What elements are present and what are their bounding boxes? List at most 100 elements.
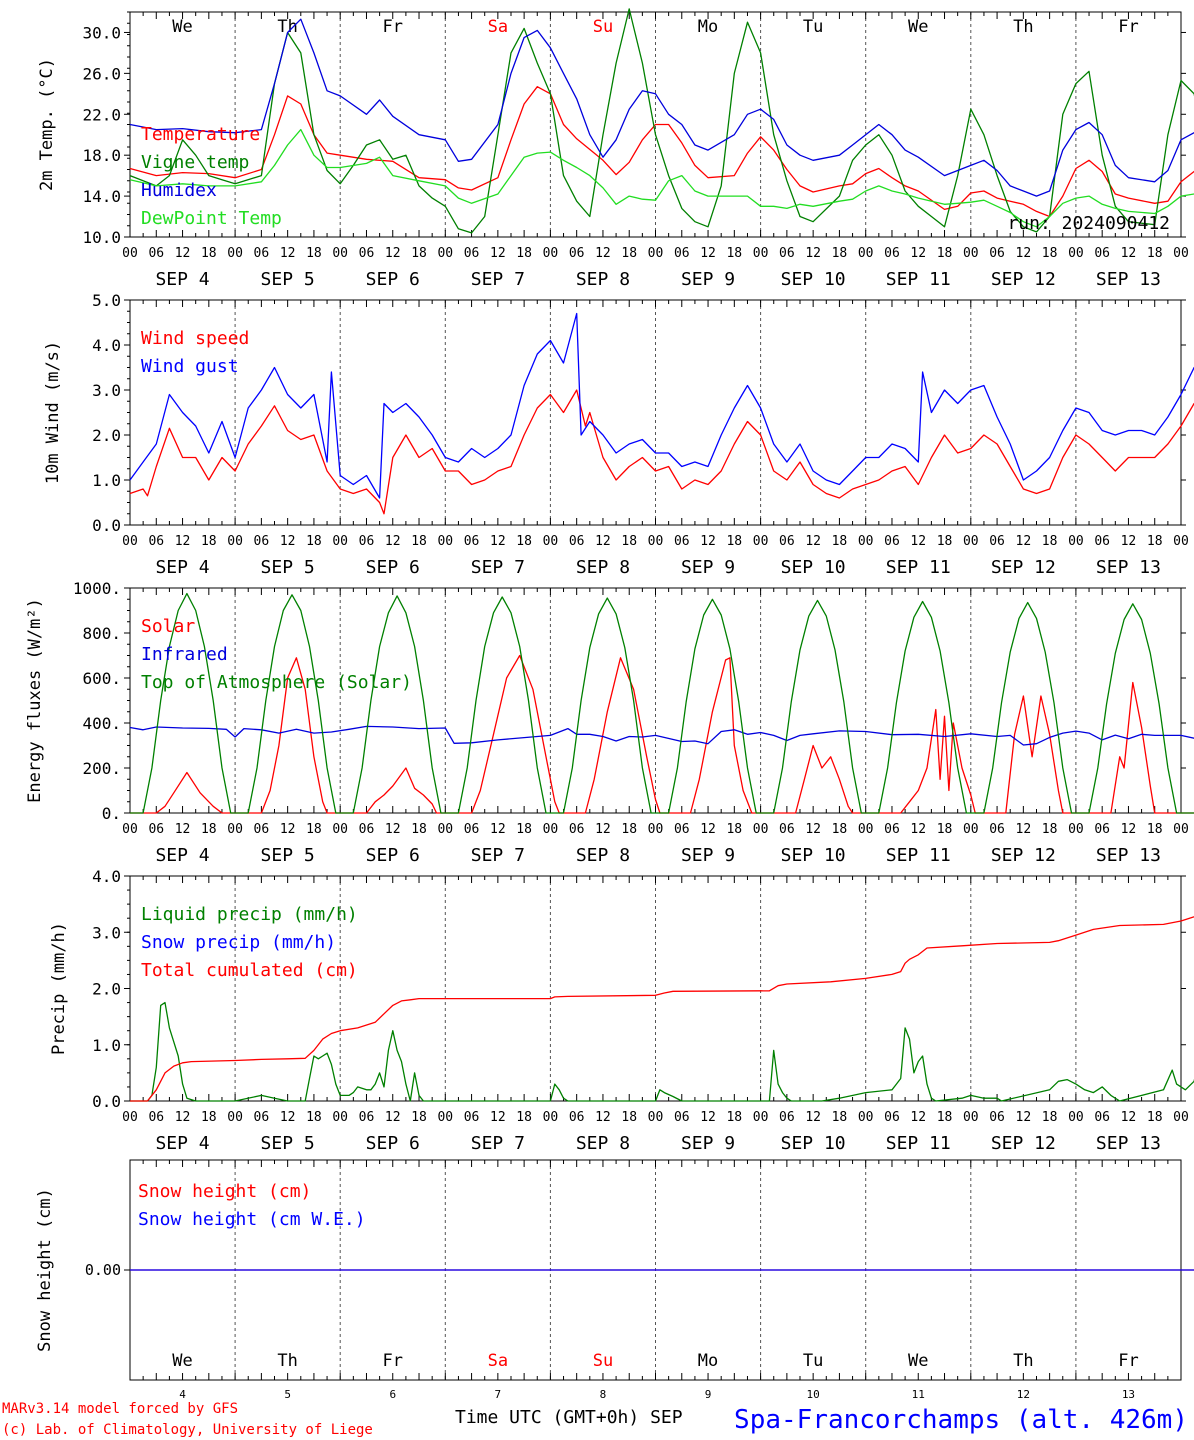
weekday-label: We [908,1351,928,1371]
y-tick-label: 800. [82,624,121,643]
hour-tick-label: 18 [1042,1110,1058,1125]
y-tick-label: 4.0 [92,336,121,355]
y-tick-label: 18.0 [82,146,121,165]
wind-panel: 0.0 1.0 2.0 3.0 4.0 5.0 10m Wind (m/s) 00 06 12 18… [43,291,1194,578]
hour-tick-label: 18 [937,1110,953,1125]
date-label: SEP 7 [471,1133,525,1154]
hour-tick-label: 00 [437,534,453,549]
date-label: SEP 4 [155,557,209,578]
date-label: SEP 12 [991,269,1056,290]
hour-tick-label: 06 [569,246,585,261]
hour-tick-label: 12 [280,1110,296,1125]
hour-tick-label: 12 [385,246,401,261]
hour-tick-label: 18 [726,534,742,549]
hour-tick-label: 06 [254,534,270,549]
hour-tick-label: 00 [963,534,979,549]
y-tick-label: 4.0 [92,867,121,886]
hour-tick-label: 00 [437,1110,453,1125]
hour-tick-label: 00 [227,822,243,837]
hour-tick-label: 12 [700,534,716,549]
day-number-label: 11 [912,1388,925,1401]
hour-tick-label: 06 [674,1110,690,1125]
hour-tick-label: 06 [569,534,585,549]
y-axis-title: Snow height (cm) [35,1188,55,1352]
hour-tick-label: 12 [910,534,926,549]
day-number-label: 4 [179,1388,186,1401]
hour-tick-label: 00 [1173,534,1189,549]
hour-tick-label: 18 [1042,534,1058,549]
hour-tick-label: 12 [700,1110,716,1125]
hour-tick-label: 00 [122,246,138,261]
series-line [130,592,1194,814]
weekday-label: We [908,17,928,37]
date-label: SEP 9 [681,845,735,866]
hour-tick-label: 00 [1068,534,1084,549]
y-tick-label: 10.0 [82,228,121,247]
hour-tick-label: 06 [779,246,795,261]
legend-entry: Snow precip (mm/h) [141,932,336,953]
hour-tick-label: 18 [832,534,848,549]
hour-tick-label: 00 [963,246,979,261]
hour-tick-label: 18 [201,822,217,837]
y-tick-label: 1000. [73,579,121,598]
y-tick-label: 1.0 [92,1036,121,1055]
hour-tick-label: 12 [490,246,506,261]
date-label: SEP 13 [1096,269,1161,290]
hour-tick-label: 00 [543,534,559,549]
hour-tick-label: 12 [280,534,296,549]
date-label: SEP 11 [886,845,951,866]
hour-tick-label: 06 [884,534,900,549]
copyright-credit: (c) Lab. of Climatology, University of L… [2,1422,373,1438]
date-label: SEP 7 [471,845,525,866]
hour-tick-label: 06 [569,822,585,837]
weekday-label: Fr [1118,1351,1138,1371]
hour-tick-label: 00 [1068,1110,1084,1125]
date-label: SEP 11 [886,269,951,290]
hour-tick-label: 18 [832,822,848,837]
legend-entry: Humidex [141,180,217,201]
hour-tick-label: 06 [254,1110,270,1125]
hour-tick-label: 00 [753,1110,769,1125]
hour-tick-label: 12 [595,822,611,837]
legend-entry: Temperature [141,124,260,145]
hour-tick-label: 12 [1121,1110,1137,1125]
hour-tick-label: 18 [1147,246,1163,261]
legend-entry: Snow height (cm W.E.) [138,1209,366,1230]
date-label: SEP 5 [261,557,315,578]
date-label: SEP 5 [261,269,315,290]
date-label: SEP 10 [781,557,846,578]
hour-tick-label: 06 [148,534,164,549]
date-label: SEP 13 [1096,845,1161,866]
hour-tick-label: 12 [910,1110,926,1125]
precipitation-panel: 0.0 1.0 2.0 3.0 4.0 Precip (mm/h) 00 06 12 18 SEP … [49,867,1194,1154]
hour-tick-label: 18 [201,246,217,261]
hour-tick-label: 18 [201,534,217,549]
hour-tick-label: 00 [753,534,769,549]
hour-tick-label: 18 [726,1110,742,1125]
hour-tick-label: 00 [1173,246,1189,261]
hour-tick-label: 00 [1068,246,1084,261]
day-number-label: 7 [495,1388,502,1401]
hour-tick-label: 18 [1147,534,1163,549]
hour-tick-label: 00 [543,1110,559,1125]
hour-tick-label: 12 [1121,822,1137,837]
hour-tick-label: 18 [621,534,637,549]
station-label: Spa-Francorchamps (alt. 426m) [734,1405,1188,1435]
hour-tick-label: 06 [254,246,270,261]
y-tick-label: 400. [82,714,121,733]
weekday-label: Su [593,1351,613,1371]
series-line [129,128,1194,228]
hour-tick-label: 18 [937,822,953,837]
date-label: SEP 10 [781,269,846,290]
hour-tick-label: 00 [858,246,874,261]
hour-tick-label: 12 [280,822,296,837]
date-label: SEP 7 [471,557,525,578]
series-line [129,312,1194,499]
hour-tick-label: 06 [674,534,690,549]
date-label: SEP 10 [781,1133,846,1154]
hour-tick-label: 12 [595,1110,611,1125]
y-tick-label: 1.0 [92,471,121,490]
hour-tick-label: 00 [858,822,874,837]
day-number-label: 10 [807,1388,820,1401]
hour-tick-label: 06 [359,822,375,837]
